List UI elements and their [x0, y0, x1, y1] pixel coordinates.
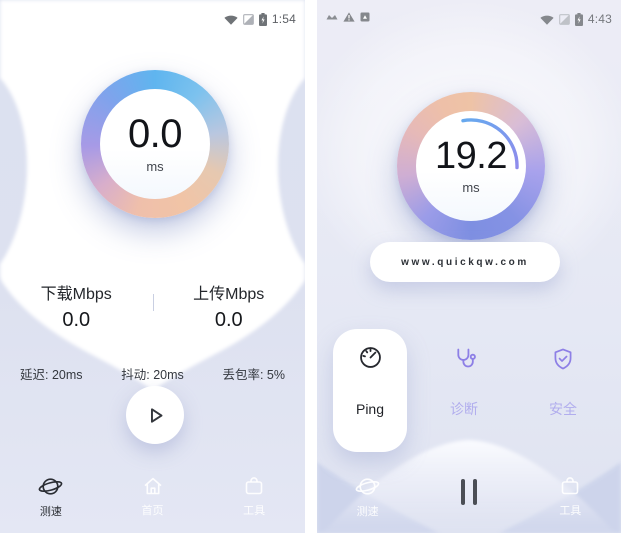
warning-icon	[343, 12, 355, 22]
no-sim-icon	[558, 13, 570, 25]
nav-label: 测速	[39, 506, 62, 518]
packet-loss-stat: 丢包率: 5%	[222, 368, 285, 382]
throughput-metrics: 下载Mbps 0.0 上传Mbps 0.0	[0, 280, 305, 332]
battery-charging-icon	[574, 12, 583, 26]
pause-icon	[461, 479, 465, 505]
nav-item-tools[interactable]: 工具	[203, 474, 305, 519]
target-host-field[interactable]: www.quickqw.com	[370, 242, 560, 282]
gauge-progress-arc	[461, 118, 519, 170]
start-test-button[interactable]	[126, 386, 184, 444]
download-value: 0.0	[62, 309, 91, 331]
gauge-value: 19.2	[435, 135, 507, 177]
gauge-unit: ms	[146, 159, 164, 174]
speedtest-screen: 1:54 0.0 ms 下载Mbps 0.0 上传Mbps 0.0 延迟: 20…	[0, 0, 305, 533]
nav-label: 工具	[243, 505, 266, 517]
pause-icon	[473, 479, 477, 505]
bottom-nav: 测速 工具	[317, 474, 621, 519]
nav-item-speedtest[interactable]: 测速	[0, 474, 102, 519]
status-bar: 4:43	[317, 12, 621, 30]
ping-gauge: 19.2 ms	[397, 92, 545, 240]
gauge-face: 19.2 ms	[416, 111, 526, 221]
nav-item-home[interactable]: 首页	[102, 474, 204, 519]
app-notification-icon	[360, 12, 370, 22]
play-icon	[150, 408, 163, 423]
bottom-nav: 测速 首页 工具	[0, 474, 305, 519]
gauge-face: 0.0 ms	[100, 89, 210, 199]
metrics-divider	[152, 294, 154, 311]
battery-charging-icon	[258, 12, 267, 26]
toolbox-icon	[562, 477, 579, 495]
speedometer-icon	[359, 347, 381, 368]
tab-label: Ping	[355, 401, 385, 417]
stats-row: 延迟: 20ms 抖动: 20ms 丢包率: 5%	[0, 364, 305, 383]
status-bar: 1:54	[0, 12, 305, 30]
pause-test-button[interactable]	[453, 477, 485, 507]
tab-label: 安全	[549, 401, 577, 417]
gauge-unit: ms	[462, 180, 480, 195]
nav-item-tools[interactable]: 工具	[520, 474, 621, 519]
tab-security[interactable]: 安全	[521, 346, 605, 419]
download-label: 下载Mbps	[40, 286, 112, 303]
planet-icon	[355, 478, 380, 495]
home-icon	[143, 477, 162, 495]
gauge-value: 0.0	[127, 112, 183, 156]
upload-label: 上传Mbps	[193, 286, 265, 303]
network-icon	[326, 14, 338, 19]
tab-ping[interactable]: Ping	[333, 329, 407, 452]
download-metric: 下载Mbps 0.0	[0, 280, 153, 332]
ping-gauge: 0.0 ms	[81, 70, 229, 218]
nav-label: 工具	[559, 505, 582, 517]
toolbox-icon	[245, 477, 263, 495]
nav-spacer	[418, 474, 519, 519]
nav-item-speedtest[interactable]: 测速	[317, 474, 418, 519]
ping-tools-screen: 4:43 19.2 ms www.quickqw.com	[317, 0, 621, 533]
upload-value: 0.0	[214, 309, 243, 331]
shield-check-icon	[554, 348, 572, 370]
clock-time: 4:43	[587, 12, 612, 26]
upload-metric: 上传Mbps 0.0	[153, 280, 306, 332]
nav-label: 首页	[141, 505, 164, 517]
latency-stat: 延迟: 20ms	[20, 368, 83, 382]
no-sim-icon	[242, 13, 254, 25]
wifi-icon	[540, 15, 554, 25]
nav-label: 测速	[356, 506, 379, 518]
planet-icon	[38, 478, 63, 495]
jitter-stat: 抖动: 20ms	[121, 368, 184, 382]
stethoscope-icon	[456, 348, 476, 368]
target-host-text: www.quickqw.com	[401, 256, 529, 268]
clock-time: 1:54	[271, 12, 296, 26]
tab-label: 诊断	[450, 401, 478, 417]
wifi-icon	[224, 15, 238, 25]
tab-diagnosis[interactable]: 诊断	[422, 345, 506, 419]
